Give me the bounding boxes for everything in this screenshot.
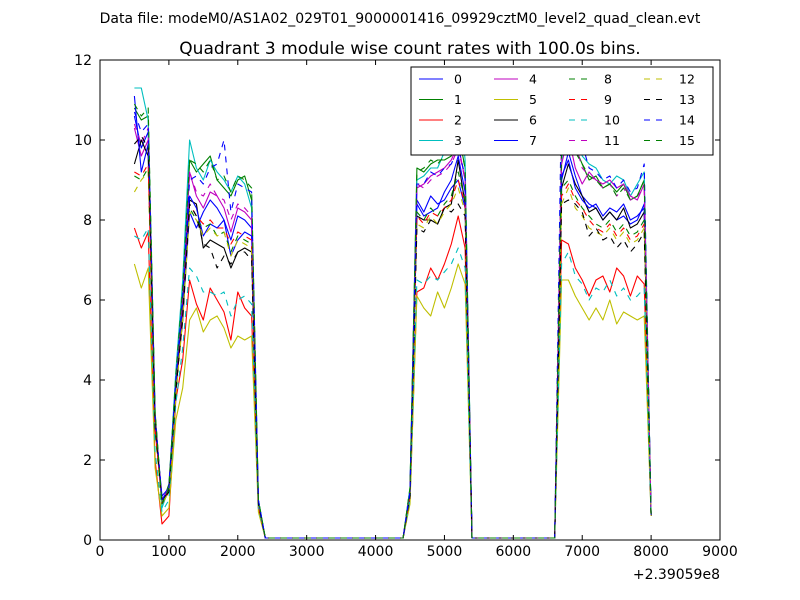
x-tick-label: 3000 — [289, 544, 325, 560]
legend-label-3: 3 — [454, 133, 462, 148]
legend-label-2: 2 — [454, 113, 462, 128]
y-tick-label: 12 — [74, 53, 92, 69]
legend-label-13: 13 — [679, 92, 695, 107]
x-tick-label: 9000 — [702, 544, 738, 560]
legend-label-14: 14 — [679, 113, 695, 128]
y-tick-label: 10 — [74, 133, 92, 149]
y-tick-label: 6 — [83, 293, 92, 309]
x-tick-label: 6000 — [496, 544, 532, 560]
series-line-5 — [133, 263, 652, 539]
axis-ticks: 0 1000 2000 3000 4000 5000 6000 7000 8000 9000 0 2 4… — [74, 53, 738, 560]
series-line-3 — [134, 87, 652, 539]
x-tick-label: 4000 — [358, 544, 394, 560]
legend-label-5: 5 — [529, 92, 537, 107]
y-tick-label: 8 — [83, 213, 92, 229]
series-line-10 — [134, 227, 652, 539]
x-tick-label: 7000 — [564, 544, 600, 560]
legend-label-11: 11 — [604, 133, 620, 148]
series-lines — [133, 87, 652, 539]
x-tick-label: 8000 — [633, 544, 669, 560]
series-line-9 — [134, 163, 652, 539]
x-tick-label: 5000 — [427, 544, 463, 560]
legend-label-0: 0 — [454, 72, 462, 87]
series-line-2 — [133, 215, 652, 539]
series-line-6 — [133, 139, 652, 539]
series-line-15 — [133, 103, 652, 539]
series-line-4 — [133, 127, 652, 539]
legend-label-12: 12 — [679, 72, 695, 87]
x-tick-label: 2000 — [220, 544, 256, 560]
legend-label-10: 10 — [604, 113, 620, 128]
legend-label-1: 1 — [454, 92, 462, 107]
legend-label-7: 7 — [529, 133, 537, 148]
legend-label-15: 15 — [679, 133, 695, 148]
series-line-12 — [133, 171, 652, 539]
x-tick-label: 0 — [96, 544, 105, 560]
series-line-14 — [133, 91, 652, 539]
legend-box — [410, 66, 714, 156]
plot-frame — [99, 59, 721, 541]
legend-label-8: 8 — [604, 72, 612, 87]
series-line-8 — [134, 167, 652, 539]
series-line-11 — [133, 123, 652, 539]
series-line-1 — [133, 107, 652, 539]
chart-title: Quadrant 3 module wise count rates with … — [179, 39, 640, 59]
legend-label-6: 6 — [529, 113, 537, 128]
y-tick-label: 0 — [83, 533, 92, 549]
x-offset-label: +2.39059e8 — [633, 567, 720, 583]
chart-suptitle: Data file: modeM0/AS1A02_029T01_90000014… — [100, 11, 701, 27]
x-tick-label: 1000 — [151, 544, 187, 560]
y-tick-label: 4 — [83, 373, 92, 389]
legend-label-4: 4 — [529, 72, 537, 87]
y-tick-label: 2 — [83, 453, 92, 469]
series-line-13 — [133, 135, 652, 539]
legend-label-9: 9 — [604, 92, 612, 107]
